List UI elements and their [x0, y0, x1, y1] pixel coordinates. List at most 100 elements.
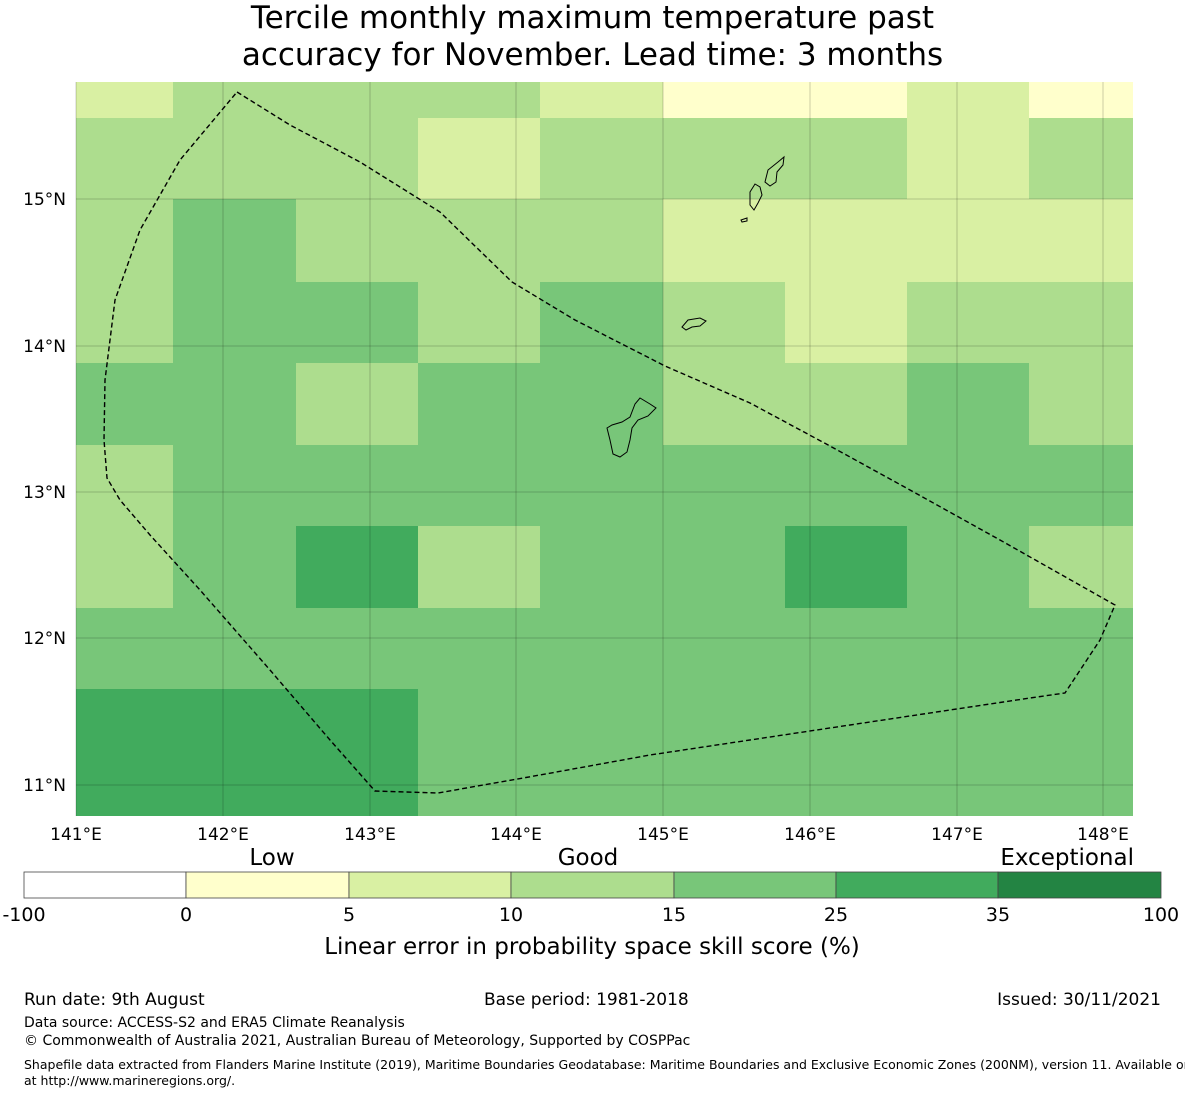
- legend-swatch: [348, 871, 512, 899]
- legend-swatch: [23, 871, 187, 899]
- grid-cell: [76, 526, 173, 608]
- grid-cell: [296, 445, 418, 526]
- grid-cell: [418, 689, 540, 816]
- grid-cell: [785, 526, 907, 608]
- grid-cell: [76, 199, 173, 282]
- grid-cell: [76, 282, 173, 363]
- grid-cell: [785, 689, 907, 816]
- grid-cell: [418, 199, 540, 282]
- grid-cell: [1029, 445, 1133, 526]
- grid-cell: [173, 363, 296, 445]
- latitude-label: 11°N: [23, 776, 66, 796]
- longitude-label: 145°E: [637, 825, 689, 845]
- longitude-label: 143°E: [344, 825, 396, 845]
- grid-cell: [907, 282, 1029, 363]
- grid-cell: [173, 82, 296, 118]
- longitude-label: 142°E: [197, 825, 249, 845]
- legend-swatch: [510, 871, 675, 899]
- grid-cell: [418, 608, 540, 689]
- grid-cell: [907, 526, 1029, 608]
- base-period: Base period: 1981-2018: [484, 990, 689, 1010]
- skill-score-grid: [76, 82, 1133, 816]
- legend-tick-label: 35: [986, 904, 1010, 926]
- copyright: © Commonwealth of Australia 2021, Austra…: [24, 1033, 691, 1049]
- legend-axis-label: Linear error in probability space skill …: [324, 934, 860, 960]
- grid-cell: [663, 445, 785, 526]
- grid-cell: [907, 445, 1029, 526]
- grid-cell: [1029, 118, 1133, 199]
- grid-cell: [663, 199, 785, 282]
- legend-tick-label: 15: [662, 904, 686, 926]
- grid-cell: [76, 363, 173, 445]
- legend-tick-label: 100: [1143, 904, 1179, 926]
- grid-cell: [418, 445, 540, 526]
- run-date: Run date: 9th August: [24, 990, 205, 1010]
- shapefile-credit-line-2: at http://www.marineregions.org/.: [24, 1073, 236, 1088]
- grid-cell: [173, 608, 296, 689]
- grid-cell: [296, 608, 418, 689]
- legend-swatch: [997, 871, 1162, 899]
- grid-cell: [296, 82, 418, 118]
- graticule: [75, 82, 1133, 816]
- legend-swatch: [835, 871, 999, 899]
- grid-cell: [907, 118, 1029, 199]
- legend-tick-label: -100: [2, 904, 45, 926]
- grid-cell: [76, 608, 173, 689]
- legend-category-label: Exceptional: [1000, 845, 1134, 871]
- grid-cell: [663, 608, 785, 689]
- grid-cell: [1029, 608, 1133, 689]
- grid-cell: [1029, 82, 1133, 118]
- grid-cell: [785, 118, 907, 199]
- grid-cell: [785, 82, 907, 118]
- aguijan-island: [740, 217, 748, 223]
- guam-island: [606, 397, 657, 458]
- title-line-2: accuracy for November. Lead time: 3 mont…: [241, 37, 944, 73]
- grid-cell: [540, 199, 663, 282]
- grid-cell: [540, 282, 663, 363]
- grid-cell: [296, 526, 418, 608]
- longitude-label: 147°E: [931, 825, 983, 845]
- eez-boundary: [103, 91, 1116, 794]
- grid-cell: [663, 82, 785, 118]
- grid-cell: [540, 363, 663, 445]
- grid-cell: [76, 445, 173, 526]
- grid-cell: [907, 82, 1029, 118]
- grid-cell: [296, 282, 418, 363]
- grid-cell: [907, 608, 1029, 689]
- grid-cell: [785, 282, 907, 363]
- legend-category-label: Good: [558, 845, 619, 871]
- grid-cell: [173, 689, 296, 816]
- grid-cell: [418, 282, 540, 363]
- longitude-label: 141°E: [50, 825, 102, 845]
- latitude-label: 12°N: [23, 629, 66, 649]
- grid-cell: [907, 689, 1029, 816]
- longitude-label: 148°E: [1077, 825, 1129, 845]
- rota-island: [681, 317, 707, 331]
- grid-cell: [1029, 363, 1133, 445]
- legend-swatch: [185, 871, 350, 899]
- grid-cell: [76, 689, 173, 816]
- latitude-label: 14°N: [23, 337, 66, 357]
- tinian-island: [749, 183, 763, 211]
- grid-cell: [663, 282, 785, 363]
- grid-cell: [540, 689, 663, 816]
- grid-cell: [173, 445, 296, 526]
- grid-cell: [540, 118, 663, 199]
- grid-cell: [663, 363, 785, 445]
- grid-cell: [173, 282, 296, 363]
- grid-cell: [540, 526, 663, 608]
- title-line-1: Tercile monthly maximum temperature past: [250, 0, 935, 36]
- grid-cell: [907, 199, 1029, 282]
- shapefile-credit-line-1: Shapefile data extracted from Flanders M…: [24, 1057, 1185, 1072]
- legend-tick-label: 25: [824, 904, 848, 926]
- grid-cell: [296, 199, 418, 282]
- grid-cell: [296, 689, 418, 816]
- longitude-label: 146°E: [784, 825, 836, 845]
- saipan-island: [764, 155, 785, 187]
- grid-cell: [540, 445, 663, 526]
- data-source: Data source: ACCESS-S2 and ERA5 Climate …: [24, 1015, 405, 1031]
- grid-cell: [1029, 526, 1133, 608]
- longitude-label: 144°E: [490, 825, 542, 845]
- grid-cell: [785, 445, 907, 526]
